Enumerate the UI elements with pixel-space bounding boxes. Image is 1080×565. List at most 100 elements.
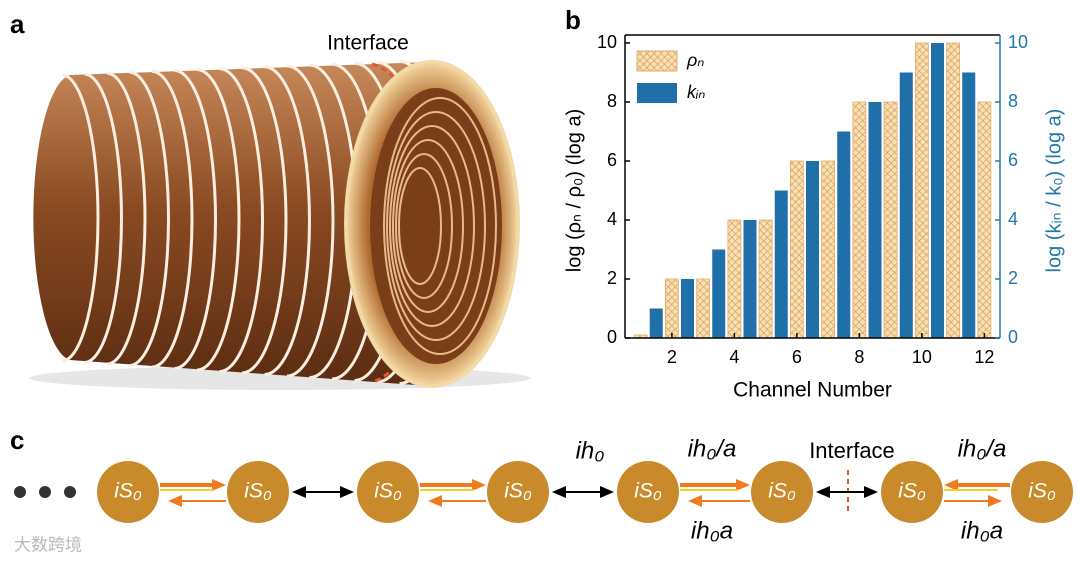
x-tick-label: 8 [854, 347, 864, 367]
arrow-head [600, 486, 614, 498]
y-tick-label: 4 [607, 209, 617, 229]
coil-ring [84, 72, 123, 364]
bar [821, 160, 836, 339]
node-label: iS₀ [634, 480, 662, 503]
legend-label: ρₙ [686, 50, 705, 70]
y-tick-label: 6 [607, 150, 617, 170]
arrow-head [428, 495, 442, 507]
bar [914, 42, 929, 339]
arrow-head [292, 486, 306, 498]
coil-ring [196, 68, 241, 372]
site-node [227, 461, 289, 523]
x-tick-label: 6 [792, 347, 802, 367]
arrow-head [168, 495, 182, 507]
inner-ring [395, 153, 453, 299]
coil-ring [286, 64, 335, 378]
panel-label: b [565, 5, 581, 35]
coil-ring [241, 66, 288, 375]
interface-label: Interface [327, 32, 409, 55]
inner-ring [398, 167, 442, 285]
site-node [881, 461, 943, 523]
bar [664, 278, 679, 339]
arrow-head [864, 486, 878, 498]
interface-label: Interface [809, 438, 895, 463]
bar [883, 101, 898, 339]
site-node [1011, 461, 1073, 523]
coil-ring [219, 67, 264, 373]
coupling-label: ih₀a [691, 517, 733, 544]
y-tick-label: 8 [607, 91, 617, 111]
legend-label: kᵢₙ [687, 82, 705, 102]
legend-swatch [637, 83, 677, 103]
coupling-label: ih₀/a [688, 435, 737, 462]
arrow-head [552, 486, 566, 498]
bar [696, 278, 711, 339]
node-label: iS₀ [504, 480, 532, 503]
panel-label: a [10, 9, 25, 39]
coupling-label: ih₀ [576, 437, 605, 464]
inner-ring [392, 139, 464, 313]
x-tick-label: 4 [729, 347, 739, 367]
y-tick-label: 2 [607, 268, 617, 288]
bar [774, 190, 788, 338]
coil-opening [370, 88, 502, 364]
y2-axis-label: log (kᵢₙ / k₀) (log a) [1043, 109, 1065, 273]
coil-ring [151, 69, 194, 369]
coupling-label: ih₀a [961, 517, 1003, 544]
arrow-head [988, 495, 1002, 507]
site-node [617, 461, 679, 523]
bar [758, 219, 773, 339]
y2-tick-label: 6 [1008, 150, 1018, 170]
panel-label: c [10, 425, 24, 455]
ellipsis-dot [39, 486, 51, 498]
site-node [97, 461, 159, 523]
coil-ring [264, 65, 311, 376]
coil-ring [61, 73, 100, 363]
arrow-head [340, 486, 354, 498]
bar [977, 101, 992, 339]
y2-tick-label: 4 [1008, 209, 1018, 229]
coil-illustration [30, 60, 530, 390]
node-label: iS₀ [768, 480, 796, 503]
bar [806, 161, 819, 338]
bar [789, 160, 804, 339]
node-label: iS₀ [898, 480, 926, 503]
x-tick-label: 2 [667, 347, 677, 367]
chain-diagram: iS₀ iS₀ iS₀ iS₀ iS₀ iS₀ iS₀ iS₀ [14, 461, 1073, 523]
watermark: 大数跨境 [14, 535, 82, 554]
y-tick-label: 0 [607, 327, 617, 347]
bar [649, 308, 663, 338]
node-label: iS₀ [244, 480, 272, 503]
coil-ring [129, 70, 170, 367]
node-label: iS₀ [1028, 480, 1056, 503]
y2-tick-label: 8 [1008, 91, 1018, 111]
site-node [751, 461, 813, 523]
coil-ring [174, 69, 217, 370]
arrow-head [212, 479, 226, 491]
bar [837, 131, 851, 338]
site-node [357, 461, 419, 523]
inner-ring [389, 125, 475, 327]
node-label: iS₀ [114, 480, 142, 503]
arrow-head [736, 479, 750, 491]
bar [962, 72, 976, 338]
y2-tick-label: 0 [1008, 327, 1018, 347]
coupling-label: ih₀/a [958, 435, 1007, 462]
inner-ring [386, 111, 486, 341]
bar [852, 101, 867, 339]
bar [931, 43, 944, 338]
arrow-head [688, 495, 702, 507]
y2-tick-label: 10 [1008, 32, 1028, 52]
site-node [487, 461, 549, 523]
y-tick-label: 10 [597, 32, 617, 52]
arrow-head [816, 486, 830, 498]
x-tick-label: 12 [974, 347, 994, 367]
bar [681, 279, 694, 338]
bar [743, 220, 757, 338]
x-axis-label: Channel Number [733, 379, 892, 402]
ellipsis-dot [64, 486, 76, 498]
arrow-head [944, 479, 958, 491]
x-tick-label: 10 [912, 347, 932, 367]
bar [727, 219, 742, 339]
